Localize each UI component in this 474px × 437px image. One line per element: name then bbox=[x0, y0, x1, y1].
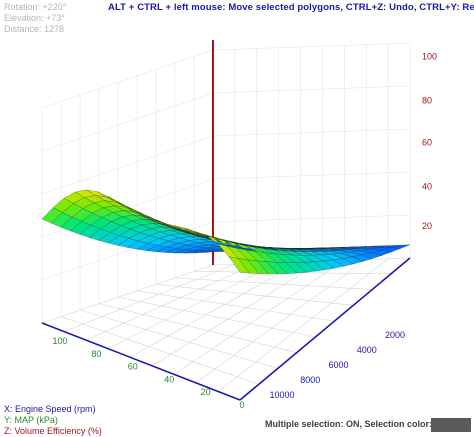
selection-color-swatch[interactable] bbox=[431, 418, 471, 432]
y-tick-label: 40 bbox=[164, 374, 174, 384]
floor-grid-line bbox=[155, 284, 354, 306]
elevation-readout: Elevation: +73° bbox=[4, 13, 65, 23]
floor-grid-line bbox=[151, 260, 323, 367]
x-axis-line bbox=[41, 322, 241, 401]
surface-polygon bbox=[275, 262, 298, 274]
y-tick-label: 20 bbox=[201, 387, 211, 397]
rotation-readout: Rotation: +220° bbox=[4, 2, 67, 12]
floor-grid-line bbox=[174, 277, 373, 290]
wall-grid-line bbox=[41, 135, 214, 195]
wall-grid-line bbox=[212, 128, 411, 137]
surface-mesh bbox=[41, 189, 411, 275]
z-tick-label: 40 bbox=[422, 181, 432, 191]
x-tick-label: 6000 bbox=[328, 360, 348, 370]
z-tick-label: 60 bbox=[422, 137, 432, 147]
wall-grid-line bbox=[212, 171, 411, 180]
floor-grid-line bbox=[195, 259, 367, 384]
z-tick-label: 100 bbox=[422, 52, 437, 62]
floor-grid-line bbox=[107, 262, 279, 349]
floor-grid-line bbox=[63, 263, 235, 332]
keyboard-hint: ALT + CTRL + left mouse: Move selected p… bbox=[108, 2, 474, 13]
wall-grid-line bbox=[41, 49, 214, 109]
wall-grid-line bbox=[212, 214, 411, 223]
floor-grid-line bbox=[98, 303, 297, 353]
x-axis-line-right bbox=[239, 257, 411, 401]
y-tick-label: 100 bbox=[52, 336, 67, 346]
floor-grid-line bbox=[136, 290, 335, 322]
z-tick-label: 80 bbox=[422, 96, 432, 106]
y-tick-label: 0 bbox=[239, 400, 244, 410]
wall-grid-line bbox=[41, 92, 214, 152]
x-tick-label: 8000 bbox=[300, 375, 320, 385]
y-axis-legend: Y: MAP (kPa) bbox=[4, 415, 58, 425]
x-tick-label: 4000 bbox=[357, 345, 377, 355]
z-axis-legend: Z: Volume Efficiency (%) bbox=[4, 426, 102, 436]
floor-grid-line bbox=[79, 309, 278, 369]
x-tick-label: 2000 bbox=[385, 330, 405, 340]
floor-grid bbox=[41, 42, 411, 401]
x-tick-label: 10000 bbox=[269, 390, 294, 400]
floor-grid-line bbox=[85, 263, 257, 341]
x-axis-legend: X: Engine Speed (rpm) bbox=[4, 404, 96, 414]
floor-grid-line bbox=[129, 261, 301, 358]
selection-status: Multiple selection: ON, Selection color: bbox=[265, 419, 433, 429]
wall-grid-line bbox=[212, 42, 411, 51]
surface-polygon bbox=[193, 250, 215, 254]
floor-grid-line bbox=[117, 296, 316, 338]
wall-grid-line bbox=[212, 85, 411, 94]
floor-grid-line bbox=[41, 264, 214, 324]
y-tick-label: 80 bbox=[91, 349, 101, 359]
z-tick-label: 20 bbox=[422, 221, 432, 231]
distance-readout: Distance: 1278 bbox=[4, 24, 65, 34]
floor-grid-line bbox=[173, 260, 345, 375]
floor-grid-line bbox=[217, 258, 389, 392]
floor-grid-line bbox=[60, 316, 259, 385]
y-tick-label: 60 bbox=[128, 362, 138, 372]
